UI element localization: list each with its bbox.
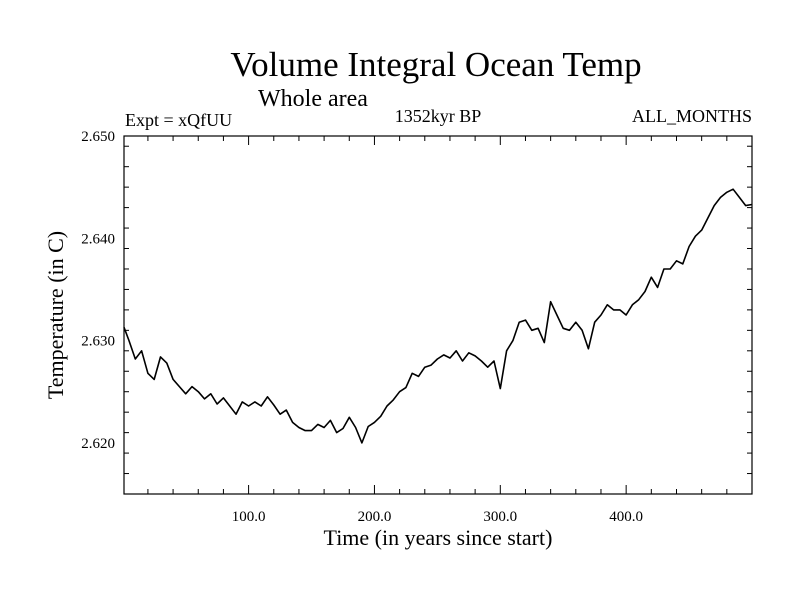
experiment-label: Expt = xQfUU [125, 110, 232, 130]
plot-frame [123, 135, 753, 495]
y-tick-label: 2.630 [81, 334, 115, 350]
y-tick-label: 2.620 [81, 436, 115, 452]
y-axis-ticks [124, 145, 752, 495]
chart-title: Volume Integral Ocean Temp [230, 45, 641, 84]
chart-subtitle: Whole area [258, 86, 368, 112]
series-layer [123, 188, 753, 444]
x-tick-label: 300.0 [483, 509, 517, 525]
x-tick-label: 200.0 [358, 509, 392, 525]
y-axis-tick-labels: 2.620 2.630 2.640 2.650 [81, 129, 115, 452]
y-tick-label: 2.650 [81, 129, 115, 145]
y-axis-label: Temperature (in C) [43, 231, 68, 399]
x-axis-label: Time (in years since start) [324, 525, 553, 550]
x-axis-tick-labels: 100.0 200.0 300.0 400.0 [232, 509, 643, 525]
period-label: 1352kyr BP [395, 106, 482, 126]
x-tick-label: 400.0 [609, 509, 643, 525]
months-label: ALL_MONTHS [632, 106, 752, 126]
x-axis-ticks [147, 136, 728, 494]
series-line [123, 188, 753, 444]
x-tick-label: 100.0 [232, 509, 266, 525]
y-tick-label: 2.640 [81, 231, 115, 247]
